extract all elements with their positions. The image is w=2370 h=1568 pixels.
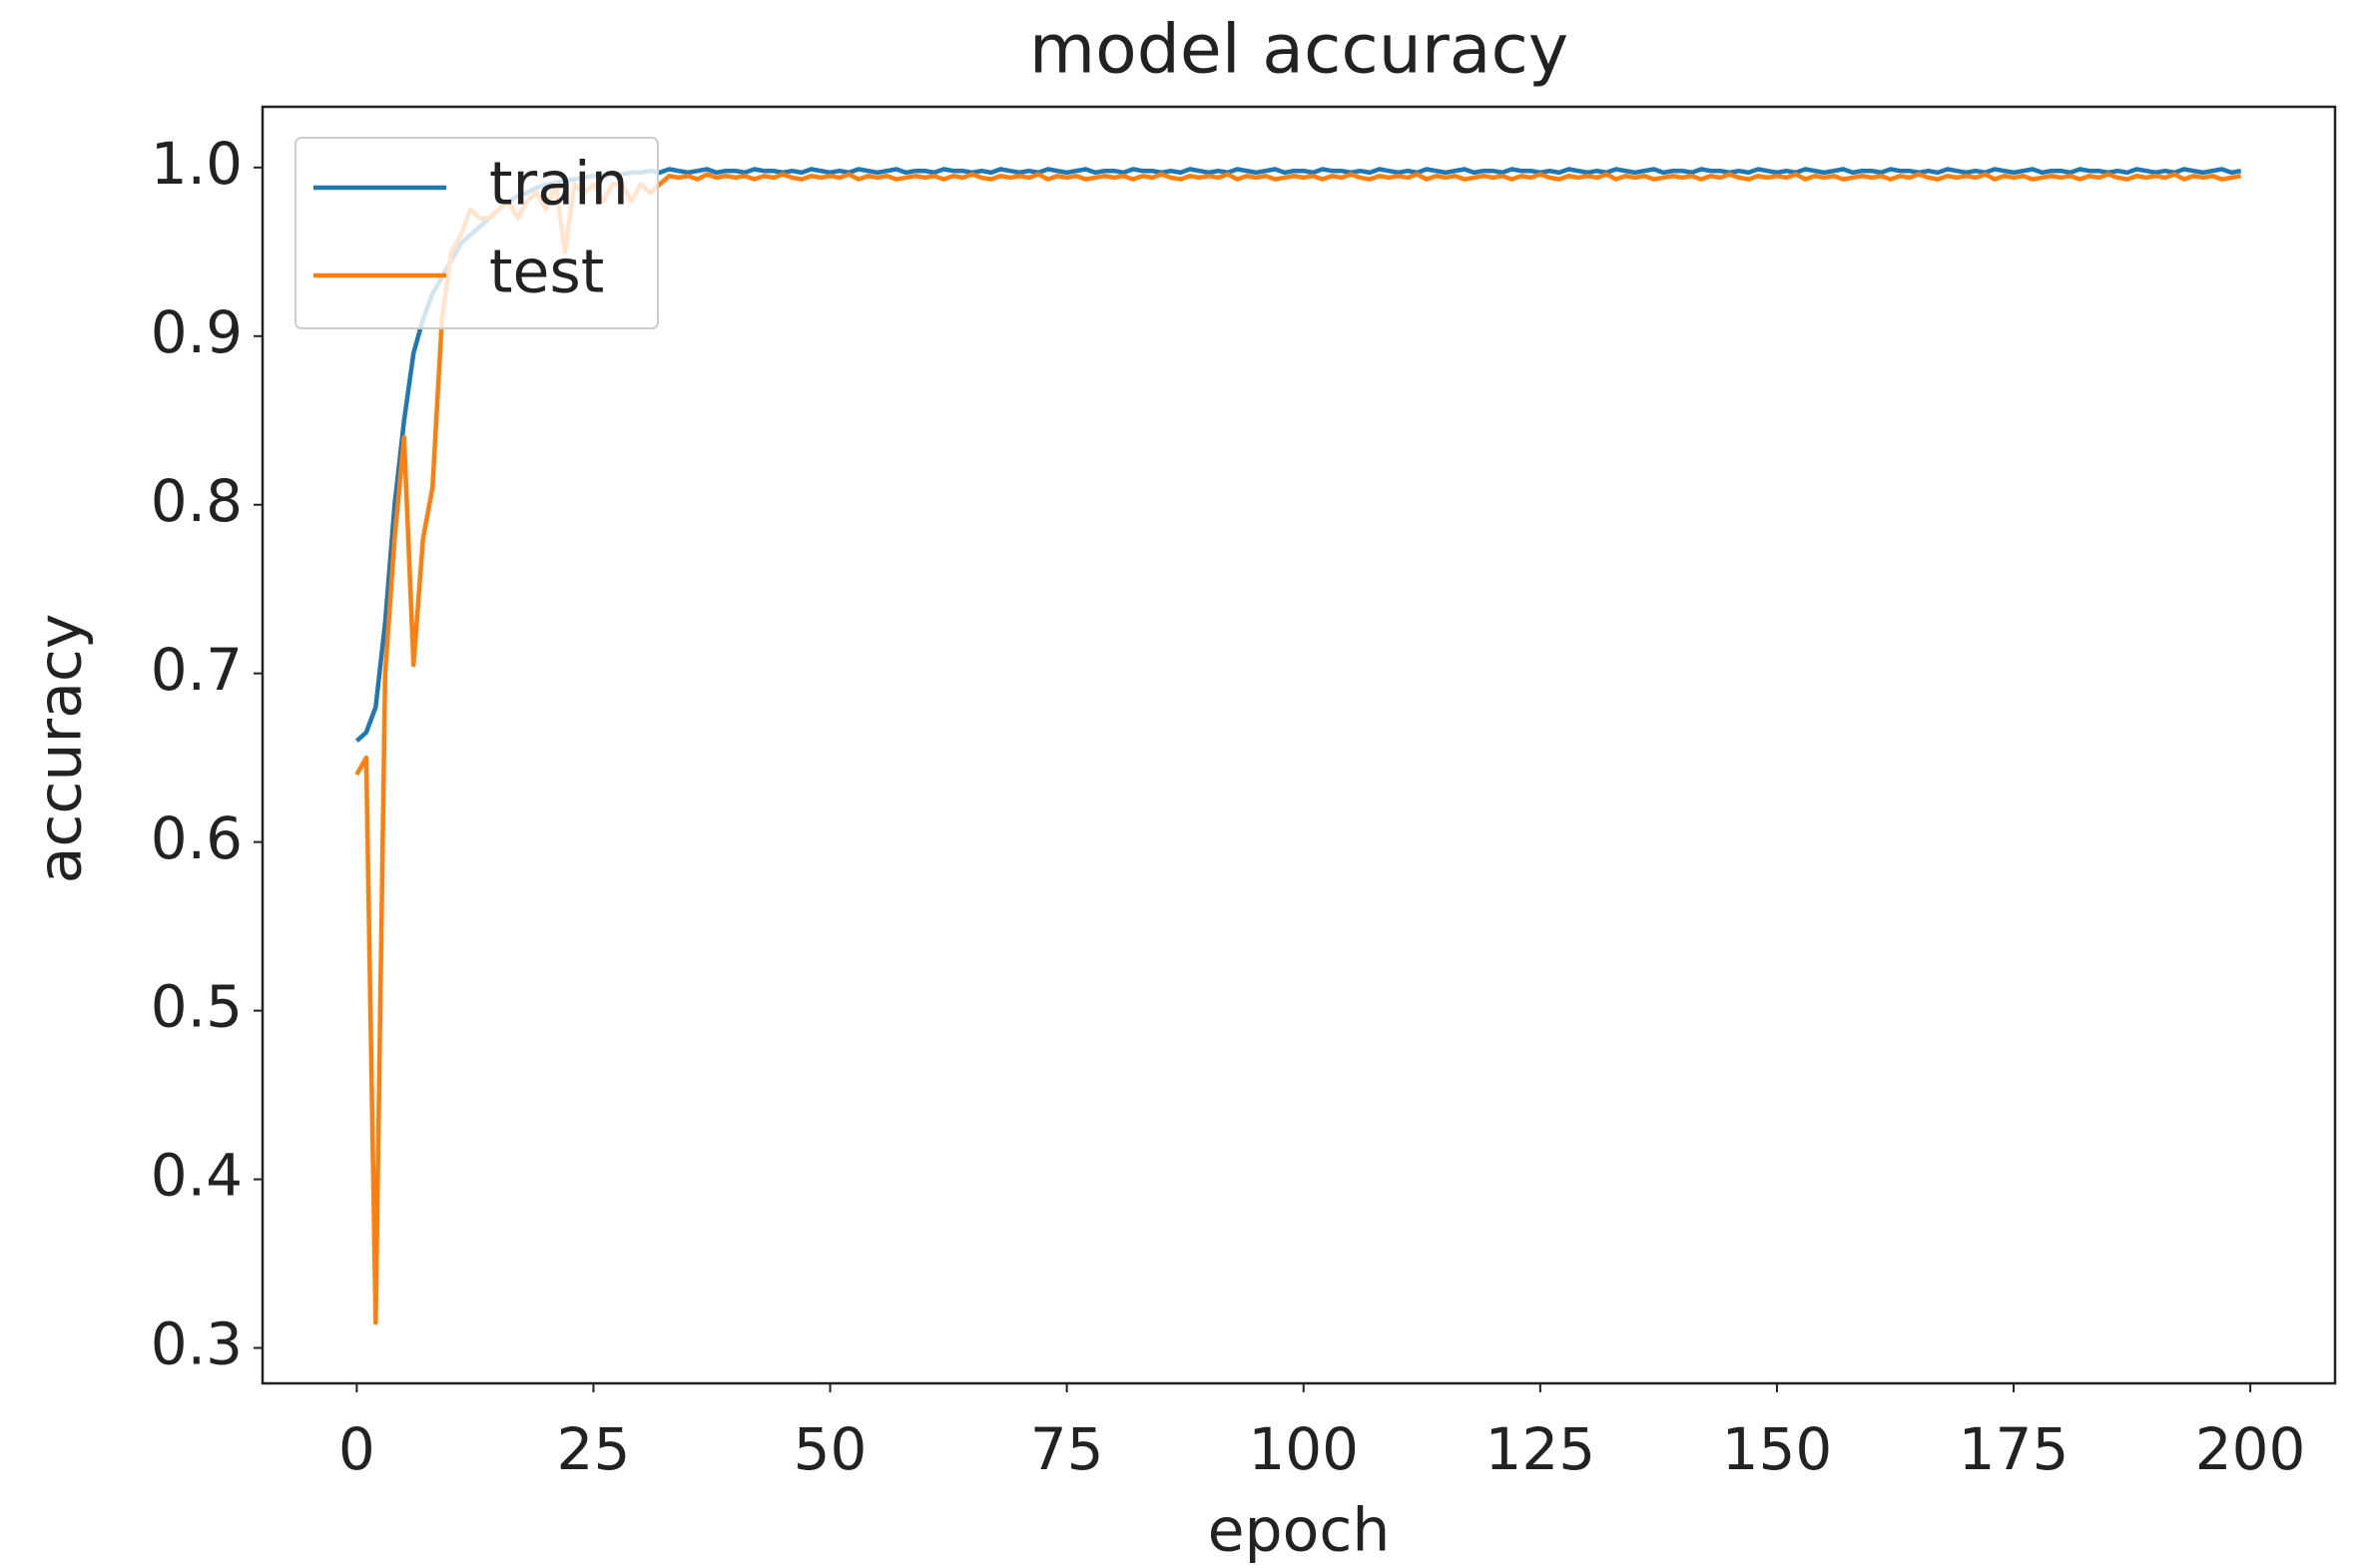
y-tick-label: 0.4 bbox=[151, 1142, 243, 1210]
series-line bbox=[354, 172, 2242, 1325]
x-tick-label: 150 bbox=[1722, 1415, 1833, 1483]
x-axis-label: epoch bbox=[1208, 1496, 1391, 1566]
x-tick-label: 125 bbox=[1484, 1415, 1595, 1483]
y-tick-label: 0.6 bbox=[151, 804, 243, 872]
x-tick-label: 25 bbox=[557, 1415, 631, 1483]
x-tick-label: 200 bbox=[2195, 1415, 2306, 1483]
legend-label: test bbox=[489, 238, 604, 307]
y-tick-label: 0.8 bbox=[151, 467, 243, 535]
series-line bbox=[354, 167, 2242, 743]
y-tick-label: 0.9 bbox=[151, 298, 243, 366]
x-tick-label: 0 bbox=[338, 1415, 375, 1483]
plot-frame bbox=[261, 105, 2337, 1385]
y-tick-label: 1.0 bbox=[151, 130, 243, 198]
y-tick-label: 0.3 bbox=[151, 1310, 243, 1378]
y-tick-label: 0.7 bbox=[151, 636, 243, 704]
x-tick-label: 100 bbox=[1248, 1415, 1359, 1483]
y-tick-label: 0.5 bbox=[151, 973, 243, 1041]
y-axis-label: accuracy bbox=[26, 614, 96, 884]
legend-label: train bbox=[489, 150, 629, 220]
x-tick-label: 75 bbox=[1030, 1415, 1104, 1483]
chart-title: model accuracy bbox=[1029, 11, 1568, 90]
x-tick-label: 50 bbox=[794, 1415, 868, 1483]
x-tick-label: 175 bbox=[1959, 1415, 2070, 1483]
